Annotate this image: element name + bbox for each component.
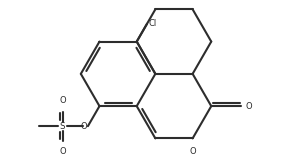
Text: O: O [189,147,196,156]
Text: O: O [81,122,87,131]
Text: O: O [59,147,66,156]
Text: Cl: Cl [149,19,157,28]
Text: S: S [60,122,65,131]
Text: O: O [59,96,66,105]
Text: O: O [246,102,252,111]
